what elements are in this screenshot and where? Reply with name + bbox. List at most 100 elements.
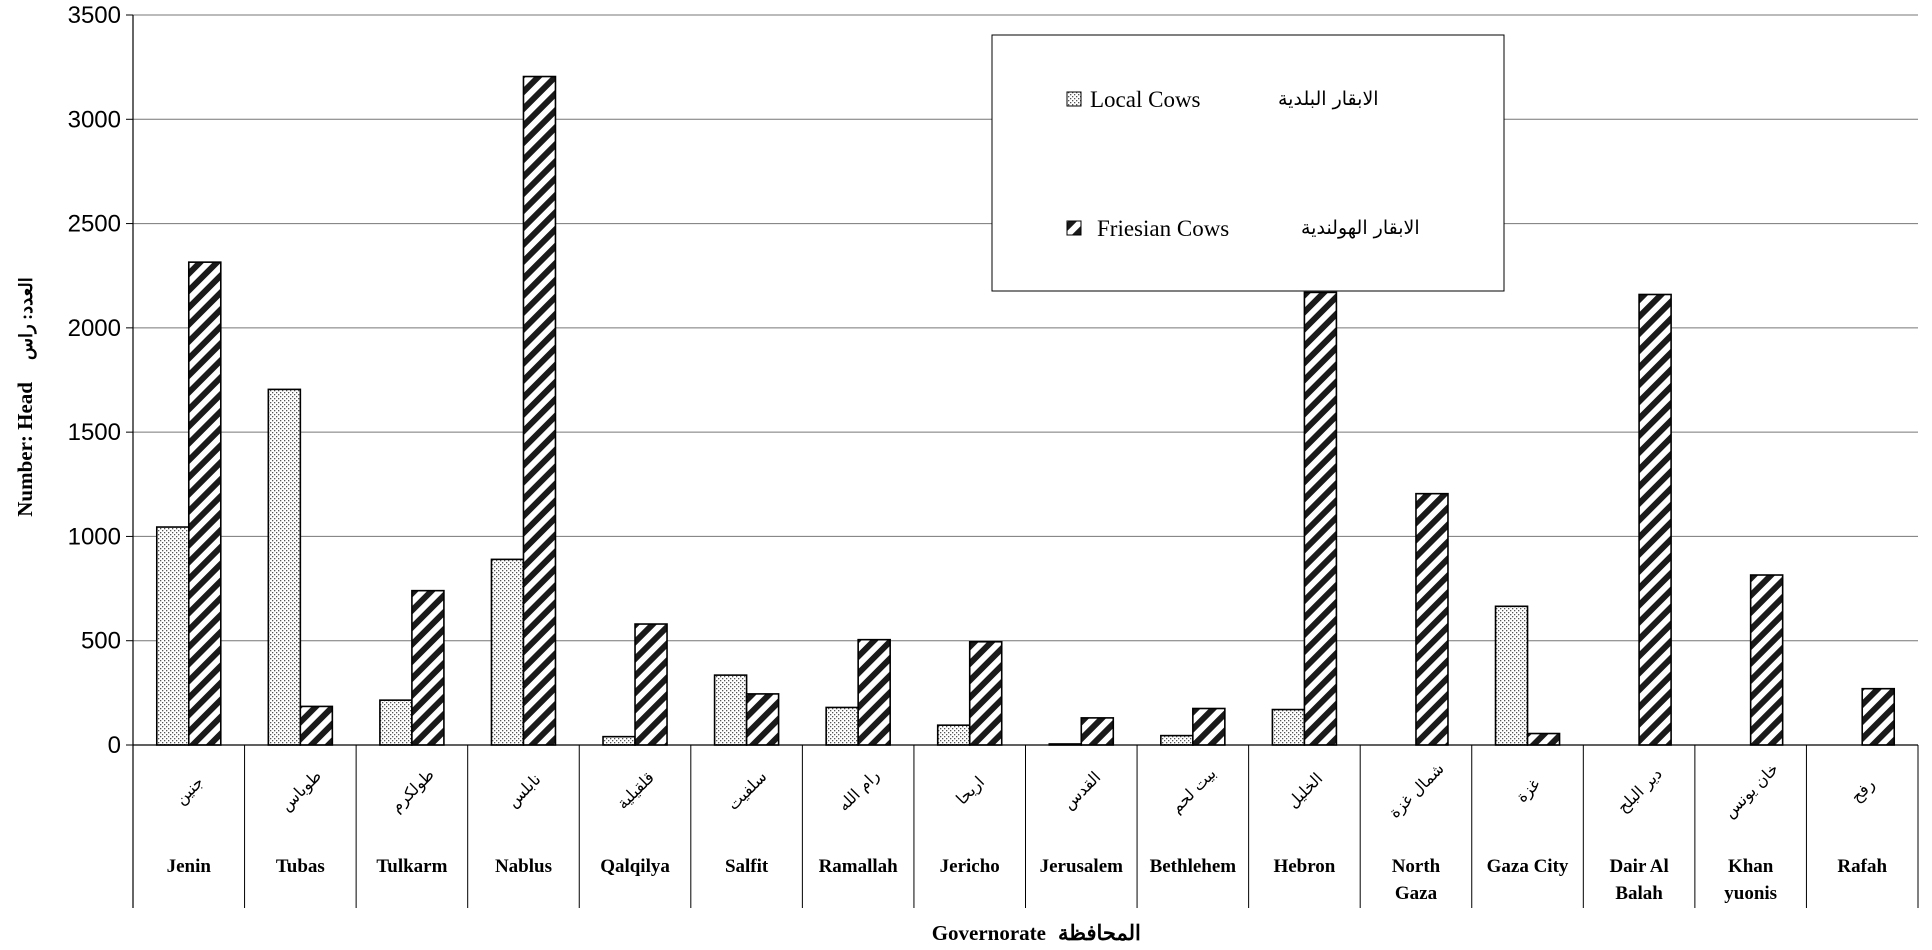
legend-swatch-local (1066, 91, 1082, 107)
bar-friesian (1638, 293, 1672, 746)
axes (132, 15, 1919, 908)
bar-friesian (522, 75, 557, 746)
category-label-arabic-group: طولكرم (387, 765, 439, 817)
category-label-arabic-group: رام الله (834, 766, 884, 816)
category-label: Qalqilya (600, 856, 670, 877)
category-label-arabic: قلقيلية (613, 768, 658, 813)
y-tick-label: 2000 (68, 315, 121, 342)
category-label: Khan yuonis (1724, 856, 1777, 904)
bar-friesian (1861, 687, 1896, 746)
legend-label-friesian-arabic: الابقار الهولندية (1301, 217, 1420, 239)
category-label-arabic: الخليل (1283, 769, 1326, 812)
category-label-arabic-group: اريحا (952, 772, 989, 809)
category-label: Nablus (495, 856, 552, 877)
category-label: Gaza City (1487, 856, 1569, 877)
category-label-line: yuonis (1724, 883, 1777, 904)
category-label-line: Khan (1728, 856, 1774, 877)
bar-local (713, 674, 748, 746)
category-label: Ramallah (819, 856, 899, 877)
category-label-arabic-group: الخليل (1283, 769, 1326, 812)
category-label: Tulkarm (376, 856, 447, 877)
category-label: Rafah (1837, 856, 1887, 877)
bar-local (155, 526, 190, 746)
category-label-line: Gaza (1395, 883, 1438, 904)
category-label-arabic-group: رفح (1847, 775, 1879, 807)
category-label: Hebron (1273, 856, 1335, 877)
bar-friesian (1303, 291, 1338, 746)
bar-friesian (634, 623, 668, 746)
category-label: Salfit (725, 856, 769, 877)
legend-label-local-arabic: الابقار البلدية (1278, 88, 1379, 110)
legend-box (991, 34, 1505, 292)
bar-friesian (187, 261, 222, 746)
category-label: Jenin (167, 856, 212, 877)
bar-local (1271, 708, 1306, 746)
bar-friesian (968, 640, 1003, 746)
bar-friesian (411, 589, 445, 746)
category-label-arabic: بيت لحم (1167, 764, 1220, 817)
bar-friesian (299, 705, 334, 746)
category-labels: جنين Jenin طوباس Tubas طولكرم Tulkarm نابلس Nab… (167, 759, 1888, 904)
bar-local (379, 699, 413, 746)
bar-local (936, 724, 971, 746)
bars (155, 75, 1896, 746)
category-label-arabic-group: خان يونس (1720, 759, 1783, 822)
bar-friesian (1526, 732, 1561, 746)
y-axis-title: Number: Head (13, 382, 37, 517)
category-label-arabic-group: شمال غزة (1385, 759, 1449, 823)
category-label: Dair Al Balah (1609, 856, 1668, 904)
category-label-line: North (1392, 856, 1441, 877)
category-label-arabic: القدس (1059, 768, 1104, 813)
category-label-arabic-group: جنين (171, 772, 208, 809)
bar-friesian (745, 693, 780, 746)
category-label-arabic: جنين (171, 772, 208, 809)
category-label-arabic: رفح (1847, 775, 1879, 807)
bar-local (1160, 734, 1194, 746)
bar-local (602, 735, 636, 746)
category-label: North Gaza (1392, 856, 1441, 904)
y-tick-label: 1500 (68, 419, 121, 446)
legend-swatch-friesian (1066, 220, 1082, 236)
y-tick-label: 0 (108, 732, 121, 759)
category-label-arabic-group: طوباس (276, 766, 325, 815)
category-label-arabic: شمال غزة (1385, 759, 1449, 823)
y-tick-labels: 0 500 1000 1500 2000 2500 3000 3500 (68, 2, 121, 759)
bar-local (267, 388, 302, 746)
category-label-arabic-group: قلقيلية (613, 768, 658, 813)
category-label-arabic: غزة (1512, 775, 1544, 807)
category-label: Bethlehem (1150, 856, 1237, 877)
x-axis-title-arabic: المحافظة (1058, 921, 1141, 945)
category-label-arabic: سلفيت (723, 767, 770, 814)
bar-friesian (1080, 717, 1115, 746)
bar-local (1494, 605, 1529, 746)
category-label-arabic: رام الله (834, 766, 884, 816)
y-tick-label: 500 (81, 628, 121, 655)
category-label: Jerusalem (1040, 856, 1124, 877)
category-label-arabic-group: بيت لحم (1167, 764, 1220, 817)
category-label-arabic: طوباس (276, 766, 325, 815)
bar-friesian (857, 638, 891, 746)
category-label-arabic: خان يونس (1720, 759, 1783, 822)
category-label-arabic-group: سلفيت (723, 767, 770, 814)
category-label-arabic-group: نابلس (503, 770, 545, 812)
y-tick-label: 2500 (68, 211, 121, 238)
bar-friesian (1192, 707, 1226, 746)
category-label-arabic: دير البلح (1613, 764, 1666, 817)
legend-label-friesian: Friesian Cows (1097, 216, 1229, 241)
y-tick-label: 3500 (68, 2, 121, 29)
category-label-line: Dair Al (1609, 856, 1668, 877)
category-label-arabic-group: غزة (1512, 775, 1544, 807)
bar-local (490, 558, 525, 746)
category-label-arabic: نابلس (503, 770, 545, 812)
y-axis-title-arabic: العدد: راس (16, 277, 37, 360)
bar-local (825, 706, 859, 746)
category-label: Jericho (940, 856, 1000, 877)
y-tick-label: 1000 (68, 523, 121, 550)
category-label-arabic: اريحا (952, 772, 989, 809)
y-tick-label: 3000 (68, 106, 121, 133)
category-label-arabic-group: دير البلح (1613, 764, 1666, 817)
legend-label-local: Local Cows (1090, 87, 1201, 112)
bar-friesian (1415, 492, 1449, 746)
category-label-arabic: طولكرم (387, 765, 439, 817)
